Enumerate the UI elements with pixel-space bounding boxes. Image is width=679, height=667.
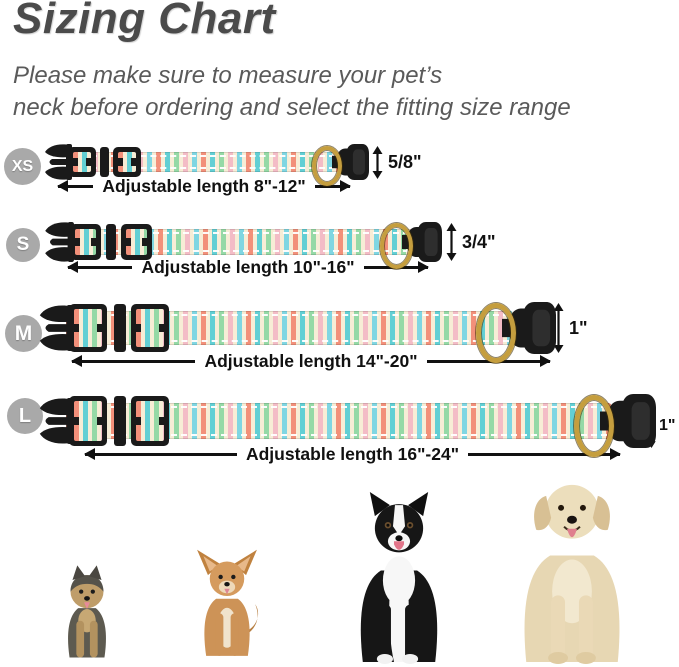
stitch-line <box>73 232 409 234</box>
subtitle-line-1: Please make sure to measure your pet’s <box>13 62 443 89</box>
arrow-right-icon <box>314 184 351 188</box>
width-label-m: 1" <box>552 303 588 353</box>
tri-glide-slider-icon <box>131 396 169 446</box>
chihuahua-photo <box>197 549 259 656</box>
yorkshire-terrier-photo <box>68 565 106 658</box>
stitch-line <box>71 406 607 408</box>
golden-retriever-photo <box>524 484 620 664</box>
tri-glide-window <box>126 229 147 255</box>
strap-keeper <box>114 396 126 446</box>
width-value: 3/4" <box>462 231 496 252</box>
buckle-frame-window <box>73 152 91 172</box>
subtitle-line-2: neck before ordering and select the fitt… <box>13 93 571 121</box>
collar-illustration-s <box>42 220 442 269</box>
arrow-left-icon <box>58 184 94 188</box>
buckle-frame-icon <box>69 396 107 446</box>
stitch-line <box>71 314 509 316</box>
d-ring-icon <box>380 223 413 269</box>
stitch-line <box>71 434 607 436</box>
stitch-line <box>73 250 409 252</box>
tri-glide-slider-icon <box>121 224 152 260</box>
strap-keeper <box>100 147 109 177</box>
strap-keeper <box>114 304 126 352</box>
d-ring-icon <box>574 395 614 457</box>
subtitle: Please make sure to measure your pet’s n… <box>13 60 571 124</box>
d-ring-icon <box>312 146 342 186</box>
buckle-frame-window <box>74 401 102 441</box>
arrow-right-icon <box>468 452 620 456</box>
length-label-s: Adjustable length 10"-16" <box>68 257 428 277</box>
page-title: Sizing Chart <box>13 0 276 43</box>
arrow-left-icon <box>85 452 237 456</box>
length-label-m: Adjustable length 14"-20" <box>72 351 550 371</box>
width-value: 1" <box>659 417 676 434</box>
length-value: Adjustable length 10"-16" <box>141 256 355 277</box>
arrow-left-icon <box>72 359 196 363</box>
arrow-left-icon <box>68 265 133 269</box>
vertical-arrow-icon <box>446 223 457 261</box>
collar-illustration-m <box>36 299 560 363</box>
buckle-frame-icon <box>69 304 107 352</box>
stitch-line <box>71 155 335 157</box>
width-label-xs: 5/8" <box>371 146 422 179</box>
stitch-line <box>71 340 509 342</box>
length-value: Adjustable length 14"-20" <box>204 350 418 371</box>
length-value: Adjustable length 16"-24" <box>245 443 460 464</box>
tri-glide-slider-icon <box>113 147 141 177</box>
d-ring-icon <box>476 303 516 363</box>
strap-keeper <box>106 224 116 260</box>
buckle-female-icon <box>600 394 656 448</box>
tri-glide-window <box>118 152 136 172</box>
vertical-arrow-icon <box>372 146 383 179</box>
stitch-line <box>71 167 335 169</box>
tri-glide-slider-icon <box>131 304 169 352</box>
length-value: Adjustable length 8"-12" <box>102 175 306 196</box>
width-value: 5/8" <box>388 152 422 172</box>
width-value: 1" <box>569 317 588 338</box>
length-label-xs: Adjustable length 8"-12" <box>58 175 351 196</box>
size-badge-l: L <box>7 398 43 434</box>
buckle-frame-window <box>75 229 96 255</box>
vertical-arrow-icon <box>553 303 564 353</box>
collar-illustration-xs <box>42 143 369 186</box>
buckle-frame-icon <box>70 224 101 260</box>
width-label-s: 3/4" <box>445 223 496 261</box>
size-badge-s: S <box>6 228 40 262</box>
buckle-female-icon <box>502 302 556 354</box>
border-collie-photo <box>360 492 438 664</box>
buckle-male-icon <box>39 305 74 351</box>
collar-illustration-l <box>36 391 656 457</box>
tri-glide-window <box>136 309 164 347</box>
buckle-frame-icon <box>68 147 96 177</box>
tri-glide-window <box>136 401 164 441</box>
collar-strap <box>68 229 414 255</box>
size-badge-xs: XS <box>4 148 41 185</box>
buckle-male-icon <box>45 222 74 262</box>
buckle-frame-window <box>74 309 102 347</box>
size-badge-m: M <box>5 315 42 352</box>
length-label-l: Adjustable length 16"-24" <box>85 444 620 464</box>
